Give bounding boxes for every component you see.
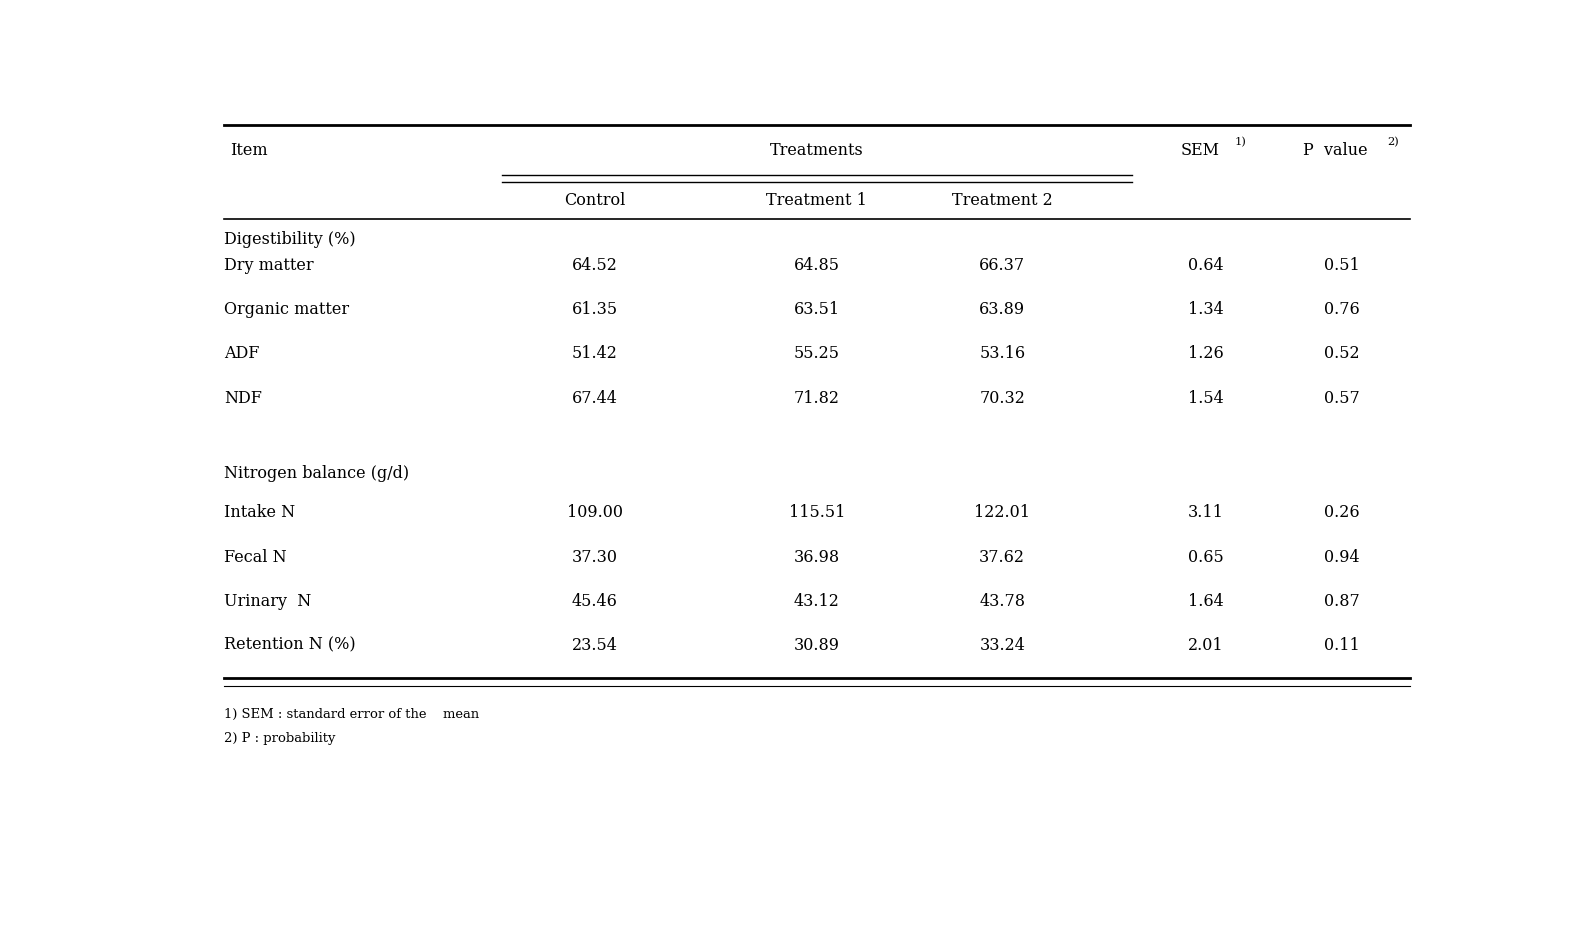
Text: 0.11: 0.11 bbox=[1325, 636, 1360, 654]
Text: 0.65: 0.65 bbox=[1188, 549, 1224, 565]
Text: 1.26: 1.26 bbox=[1188, 345, 1224, 363]
Text: 70.32: 70.32 bbox=[979, 389, 1025, 406]
Text: Digestibility (%): Digestibility (%) bbox=[223, 230, 355, 248]
Text: Treatment 1: Treatment 1 bbox=[767, 191, 867, 208]
Text: Urinary  N: Urinary N bbox=[223, 593, 311, 610]
Text: 23.54: 23.54 bbox=[572, 636, 617, 654]
Text: 64.85: 64.85 bbox=[794, 257, 840, 274]
Text: 1.34: 1.34 bbox=[1188, 302, 1224, 318]
Text: Item: Item bbox=[230, 142, 268, 159]
Text: 66.37: 66.37 bbox=[979, 257, 1025, 274]
Text: 45.46: 45.46 bbox=[572, 593, 617, 610]
Text: Retention N (%): Retention N (%) bbox=[223, 636, 355, 654]
Text: 53.16: 53.16 bbox=[979, 345, 1025, 363]
Text: 1.54: 1.54 bbox=[1188, 389, 1224, 406]
Text: 0.57: 0.57 bbox=[1325, 389, 1360, 406]
Text: 1) SEM : standard error of the    mean: 1) SEM : standard error of the mean bbox=[223, 708, 480, 721]
Text: Fecal N: Fecal N bbox=[223, 549, 287, 565]
Text: 36.98: 36.98 bbox=[794, 549, 840, 565]
Text: 122.01: 122.01 bbox=[974, 504, 1030, 522]
Text: Intake N: Intake N bbox=[223, 504, 295, 522]
Text: 0.94: 0.94 bbox=[1325, 549, 1360, 565]
Text: 51.42: 51.42 bbox=[572, 345, 617, 363]
Text: 33.24: 33.24 bbox=[979, 636, 1025, 654]
Text: Treatments: Treatments bbox=[770, 142, 864, 159]
Text: 0.26: 0.26 bbox=[1325, 504, 1360, 522]
Text: P  value: P value bbox=[1304, 142, 1368, 159]
Text: 0.51: 0.51 bbox=[1325, 257, 1360, 274]
Text: 63.51: 63.51 bbox=[794, 302, 840, 318]
Text: Nitrogen balance (g/d): Nitrogen balance (g/d) bbox=[223, 464, 410, 482]
Text: 1.64: 1.64 bbox=[1188, 593, 1224, 610]
Text: Organic matter: Organic matter bbox=[223, 302, 349, 318]
Text: 64.52: 64.52 bbox=[572, 257, 617, 274]
Text: 0.52: 0.52 bbox=[1325, 345, 1360, 363]
Text: 30.89: 30.89 bbox=[794, 636, 840, 654]
Text: 115.51: 115.51 bbox=[789, 504, 845, 522]
Text: 0.76: 0.76 bbox=[1325, 302, 1360, 318]
Text: Treatment 2: Treatment 2 bbox=[952, 191, 1052, 208]
Text: 43.78: 43.78 bbox=[979, 593, 1025, 610]
Text: 71.82: 71.82 bbox=[794, 389, 840, 406]
Text: 37.30: 37.30 bbox=[572, 549, 617, 565]
Text: 3.11: 3.11 bbox=[1188, 504, 1224, 522]
Text: 2): 2) bbox=[1388, 137, 1400, 147]
Text: 0.64: 0.64 bbox=[1188, 257, 1224, 274]
Text: 2) P : probability: 2) P : probability bbox=[223, 733, 335, 746]
Text: 37.62: 37.62 bbox=[979, 549, 1025, 565]
Text: 61.35: 61.35 bbox=[572, 302, 617, 318]
Text: 109.00: 109.00 bbox=[566, 504, 623, 522]
Text: NDF: NDF bbox=[223, 389, 261, 406]
Text: 67.44: 67.44 bbox=[572, 389, 617, 406]
Text: 55.25: 55.25 bbox=[794, 345, 840, 363]
Text: Dry matter: Dry matter bbox=[223, 257, 314, 274]
Text: Control: Control bbox=[564, 191, 625, 208]
Text: 63.89: 63.89 bbox=[979, 302, 1025, 318]
Text: 1): 1) bbox=[1234, 137, 1247, 147]
Text: SEM: SEM bbox=[1181, 142, 1219, 159]
Text: 43.12: 43.12 bbox=[794, 593, 840, 610]
Text: ADF: ADF bbox=[223, 345, 260, 363]
Text: 2.01: 2.01 bbox=[1188, 636, 1224, 654]
Text: 0.87: 0.87 bbox=[1325, 593, 1360, 610]
